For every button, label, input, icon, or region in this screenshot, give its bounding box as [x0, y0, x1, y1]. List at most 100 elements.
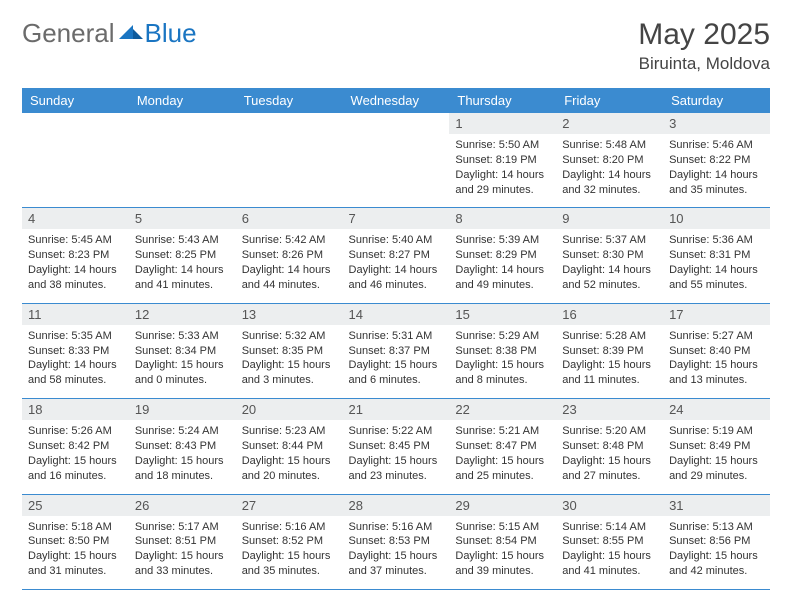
calendar-cell: 27Sunrise: 5:16 AMSunset: 8:52 PMDayligh… [236, 494, 343, 589]
day-number: 24 [663, 399, 770, 420]
daylight-text: Daylight: 14 hours and 29 minutes. [455, 168, 550, 198]
daylight-text: Daylight: 14 hours and 35 minutes. [669, 168, 764, 198]
calendar-cell: 8Sunrise: 5:39 AMSunset: 8:29 PMDaylight… [449, 208, 556, 303]
daylight-text: Daylight: 14 hours and 52 minutes. [562, 263, 657, 293]
calendar-cell: 2Sunrise: 5:48 AMSunset: 8:20 PMDaylight… [556, 113, 663, 208]
sunset-text: Sunset: 8:54 PM [455, 534, 550, 549]
calendar-cell: 26Sunrise: 5:17 AMSunset: 8:51 PMDayligh… [129, 494, 236, 589]
calendar-cell: 31Sunrise: 5:13 AMSunset: 8:56 PMDayligh… [663, 494, 770, 589]
sunrise-text: Sunrise: 5:50 AM [455, 138, 550, 153]
sunrise-text: Sunrise: 5:14 AM [562, 520, 657, 535]
calendar-cell: 25Sunrise: 5:18 AMSunset: 8:50 PMDayligh… [22, 494, 129, 589]
daylight-text: Daylight: 15 hours and 37 minutes. [349, 549, 444, 579]
calendar-cell [22, 113, 129, 208]
sunset-text: Sunset: 8:23 PM [28, 248, 123, 263]
calendar-cell: 13Sunrise: 5:32 AMSunset: 8:35 PMDayligh… [236, 303, 343, 398]
sunrise-text: Sunrise: 5:21 AM [455, 424, 550, 439]
sunrise-text: Sunrise: 5:46 AM [669, 138, 764, 153]
daylight-text: Daylight: 15 hours and 27 minutes. [562, 454, 657, 484]
calendar-cell: 21 Sunrise: 5:22 AMSunset: 8:45 PMDayligh… [343, 399, 450, 494]
sunrise-text: Sunrise: 5:43 AM [135, 233, 230, 248]
day-info: Sunrise: 5:29 AMSunset: 8:38 PMDaylight:… [455, 329, 550, 388]
day-number: 3 [663, 113, 770, 134]
daylight-text: Daylight: 15 hours and 6 minutes. [349, 358, 444, 388]
calendar-cell: 12Sunrise: 5:33 AMSunset: 8:34 PMDayligh… [129, 303, 236, 398]
sunset-text: Sunset: 8:49 PM [669, 439, 764, 454]
calendar-cell: 29Sunrise: 5:15 AMSunset: 8:54 PMDayligh… [449, 494, 556, 589]
daylight-text: Daylight: 15 hours and 33 minutes. [135, 549, 230, 579]
calendar-cell: 17Sunrise: 5:27 AMSunset: 8:40 PMDayligh… [663, 303, 770, 398]
sunrise-text: Sunrise: 5:19 AM [669, 424, 764, 439]
day-info: Sunrise: 5:40 AMSunset: 8:27 PMDaylight:… [349, 233, 444, 292]
day-info: Sunrise: 5:16 AMSunset: 8:52 PMDaylight:… [242, 520, 337, 579]
calendar-cell: 10Sunrise: 5:36 AMSunset: 8:31 PMDayligh… [663, 208, 770, 303]
daylight-text: Daylight: 15 hours and 8 minutes. [455, 358, 550, 388]
sunset-text: Sunset: 8:37 PM [349, 344, 444, 359]
sunset-text: Sunset: 8:40 PM [669, 344, 764, 359]
day-number: 6 [236, 208, 343, 229]
day-number: 15 [449, 304, 556, 325]
day-number: 21 [343, 399, 450, 420]
day-info: Sunrise: 5:22 AMSunset: 8:45 PMDaylight:… [349, 424, 444, 483]
day-number: 28 [343, 495, 450, 516]
daylight-text: Daylight: 15 hours and 35 minutes. [242, 549, 337, 579]
daylight-text: Daylight: 15 hours and 16 minutes. [28, 454, 123, 484]
sunrise-text: Sunrise: 5:31 AM [349, 329, 444, 344]
sunset-text: Sunset: 8:30 PM [562, 248, 657, 263]
sunrise-text: Sunrise: 5:23 AM [242, 424, 337, 439]
calendar-cell: 15 Sunrise: 5:29 AMSunset: 8:38 PMDayligh… [449, 303, 556, 398]
daylight-text: Daylight: 15 hours and 11 minutes. [562, 358, 657, 388]
sunset-text: Sunset: 8:38 PM [455, 344, 550, 359]
day-info: Sunrise: 5:32 AMSunset: 8:35 PMDaylight:… [242, 329, 337, 388]
sunset-text: Sunset: 8:31 PM [669, 248, 764, 263]
calendar-cell: 11Sunrise: 5:35 AMSunset: 8:33 PMDayligh… [22, 303, 129, 398]
calendar-row: 18Sunrise: 5:26 AMSunset: 8:42 PMDayligh… [22, 399, 770, 494]
calendar-cell [236, 113, 343, 208]
calendar-cell: 14Sunrise: 5:31 AMSunset: 8:37 PMDayligh… [343, 303, 450, 398]
sunset-text: Sunset: 8:26 PM [242, 248, 337, 263]
day-info: Sunrise: 5:39 AMSunset: 8:29 PMDaylight:… [455, 233, 550, 292]
day-number: 9 [556, 208, 663, 229]
weekday-header: Tuesday [236, 88, 343, 113]
sunrise-text: Sunrise: 5:37 AM [562, 233, 657, 248]
sunset-text: Sunset: 8:20 PM [562, 153, 657, 168]
day-number: 17 [663, 304, 770, 325]
day-info: Sunrise: 5:28 AMSunset: 8:39 PMDaylight:… [562, 329, 657, 388]
calendar-cell: 6Sunrise: 5:42 AMSunset: 8:26 PMDaylight… [236, 208, 343, 303]
day-number: 18 [22, 399, 129, 420]
day-number: 22 [449, 399, 556, 420]
sunset-text: Sunset: 8:44 PM [242, 439, 337, 454]
day-number: 12 [129, 304, 236, 325]
location: Biruinta, Moldova [638, 54, 770, 74]
sunrise-text: Sunrise: 5:35 AM [28, 329, 123, 344]
sunrise-text: Sunrise: 5:26 AM [28, 424, 123, 439]
weekday-header: Friday [556, 88, 663, 113]
weekday-header: Sunday [22, 88, 129, 113]
daylight-text: Daylight: 14 hours and 49 minutes. [455, 263, 550, 293]
sunset-text: Sunset: 8:39 PM [562, 344, 657, 359]
sunrise-text: Sunrise: 5:16 AM [349, 520, 444, 535]
daylight-text: Daylight: 15 hours and 20 minutes. [242, 454, 337, 484]
day-info: Sunrise: 5:36 AMSunset: 8:31 PMDaylight:… [669, 233, 764, 292]
logo: General Blue [22, 18, 197, 49]
calendar-row: 11Sunrise: 5:35 AMSunset: 8:33 PMDayligh… [22, 303, 770, 398]
weekday-header: Thursday [449, 88, 556, 113]
sunrise-text: Sunrise: 5:32 AM [242, 329, 337, 344]
day-number: 19 [129, 399, 236, 420]
sunset-text: Sunset: 8:35 PM [242, 344, 337, 359]
day-info: Sunrise: 5:20 AMSunset: 8:48 PMDaylight:… [562, 424, 657, 483]
sunset-text: Sunset: 8:55 PM [562, 534, 657, 549]
sunrise-text: Sunrise: 5:15 AM [455, 520, 550, 535]
day-info: Sunrise: 5:21 AMSunset: 8:47 PMDaylight:… [455, 424, 550, 483]
sunset-text: Sunset: 8:53 PM [349, 534, 444, 549]
daylight-text: Daylight: 14 hours and 32 minutes. [562, 168, 657, 198]
sunrise-text: Sunrise: 5:36 AM [669, 233, 764, 248]
day-number: 5 [129, 208, 236, 229]
calendar-cell [129, 113, 236, 208]
sunrise-text: Sunrise: 5:17 AM [135, 520, 230, 535]
calendar-cell: 18Sunrise: 5:26 AMSunset: 8:42 PMDayligh… [22, 399, 129, 494]
day-info: Sunrise: 5:17 AMSunset: 8:51 PMDaylight:… [135, 520, 230, 579]
weekday-header: Saturday [663, 88, 770, 113]
sunset-text: Sunset: 8:47 PM [455, 439, 550, 454]
sunrise-text: Sunrise: 5:24 AM [135, 424, 230, 439]
